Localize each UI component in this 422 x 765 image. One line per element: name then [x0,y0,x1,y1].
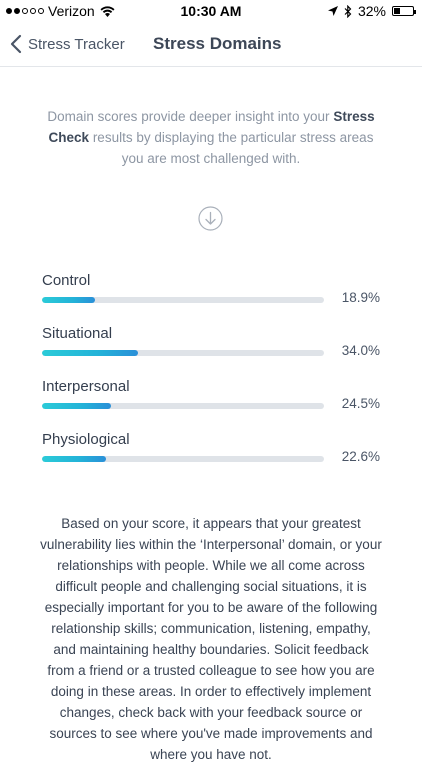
chevron-left-icon [10,34,22,54]
progress-track [42,350,324,356]
domain-label: Control [42,272,91,289]
clock: 10:30 AM [180,3,242,19]
analysis-text: Based on your score, it appears that you… [40,516,382,762]
signal-strength-icon [6,8,44,14]
progress-track [42,456,324,462]
status-icons: 32% [327,3,416,19]
progress-fill [42,297,96,303]
progress-fill [42,403,112,409]
intro-text-start: Domain scores provide deeper insight int… [47,109,334,124]
domain-row-physiological: Physiological 22.6% [42,429,382,482]
page-title: Stress Domains [153,34,282,53]
battery-icon [392,6,416,16]
domain-row-situational: Situational 34.0% [42,323,382,376]
intro-text-end: results by displaying the particular str… [89,130,374,166]
battery-percent: 32% [357,3,386,19]
wifi-icon [100,5,115,17]
navigation-bar: Stress Tracker Stress Domains [0,22,422,67]
progress-track [42,297,324,303]
progress-fill [42,350,138,356]
intro-text: Domain scores provide deeper insight int… [40,106,382,169]
domain-percent: 22.6% [341,449,380,464]
domain-percent: 24.5% [341,396,380,411]
domain-percent: 18.9% [341,290,380,305]
carrier-info: Verizon [6,3,115,19]
back-button[interactable]: Stress Tracker [10,22,125,66]
domain-percent: 34.0% [341,343,380,358]
domain-row-interpersonal: Interpersonal 24.5% [42,376,382,429]
carrier-name: Verizon [48,3,95,19]
bluetooth-icon [344,4,352,18]
intro-highlight: Stress Check [48,109,375,145]
domain-row-control: Control 18.9% [42,270,382,323]
domain-label: Situational [42,325,113,342]
arrow-down-circle-icon[interactable] [198,206,223,231]
domain-label: Physiological [42,431,130,448]
domain-label: Interpersonal [42,378,130,395]
progress-track [42,403,324,409]
domain-scores: Control 18.9% Situational 34.0% Interper… [42,270,382,482]
back-button-label: Stress Tracker [28,35,125,53]
status-bar: Verizon 10:30 AM 32% [0,0,422,22]
progress-fill [42,456,106,462]
location-arrow-icon [327,6,338,16]
